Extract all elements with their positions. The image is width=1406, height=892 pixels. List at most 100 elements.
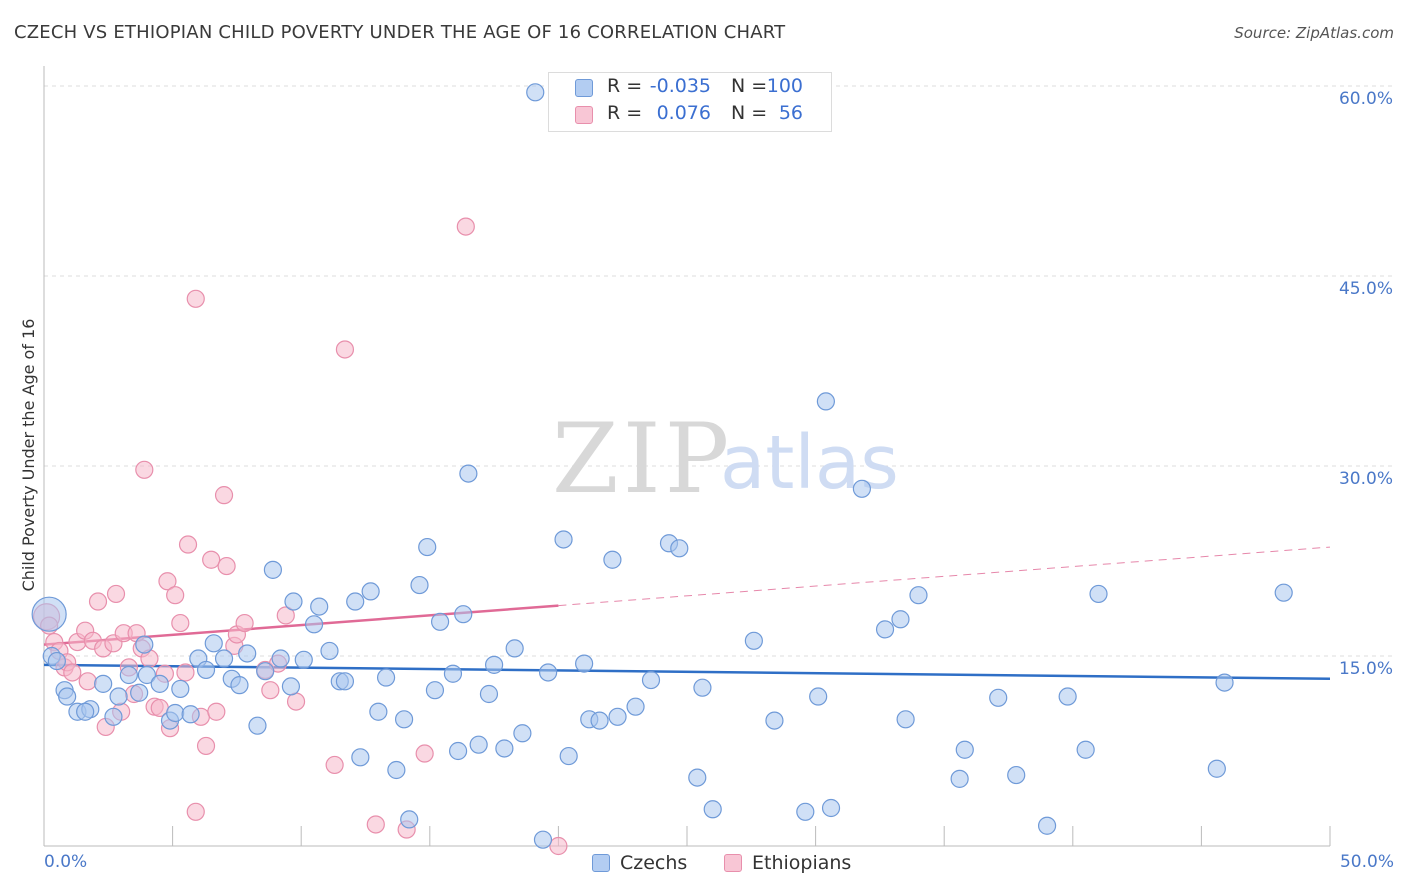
- czech-point: [670, 539, 689, 558]
- ethiopian-point: [78, 672, 97, 691]
- czech-point: [852, 479, 871, 498]
- ethiopian-n-value: 56: [778, 102, 803, 124]
- czech-point: [533, 830, 553, 849]
- czech-point: [796, 802, 815, 821]
- czech-point: [703, 800, 722, 819]
- czech-point: [1076, 740, 1095, 759]
- czech-point: [1037, 816, 1057, 835]
- ethiopian-point: [286, 692, 306, 711]
- ethiopian-point: [176, 663, 195, 682]
- czech-point: [263, 560, 283, 579]
- czech-point: [891, 610, 910, 629]
- ethiopian-point: [217, 556, 236, 576]
- czech-point: [171, 679, 190, 699]
- source-label: Source: ZipAtlas.com: [1234, 24, 1394, 42]
- czech-point: [448, 741, 468, 761]
- ethiopian-point: [186, 802, 205, 821]
- czech-point: [454, 605, 473, 624]
- y-axis-label: Child Poverty Under the Age of 16: [19, 319, 38, 592]
- ethiopian-point: [335, 340, 355, 359]
- ethiopian-point: [88, 592, 108, 611]
- czech-point: [104, 707, 123, 726]
- watermark-zip: ZIP: [552, 403, 733, 515]
- czech-point: [641, 670, 661, 690]
- czech-point: [816, 392, 835, 411]
- czech-point: [909, 586, 928, 605]
- czech-point: [626, 697, 645, 716]
- czech-point: [425, 681, 445, 700]
- czech-point: [809, 687, 828, 706]
- czech-point: [248, 716, 267, 735]
- czech-point: [281, 677, 301, 696]
- x-axis-min-label: 0.0%: [44, 852, 88, 872]
- ethiopian-point: [207, 702, 226, 721]
- czech-point: [109, 687, 128, 706]
- czech-point: [505, 639, 524, 658]
- legend-item-czechs[interactable]: Czechs: [592, 852, 687, 874]
- czech-point: [1089, 584, 1108, 604]
- ethiopian-n-label: N =: [731, 102, 768, 124]
- czech-point: [135, 635, 154, 654]
- czech-point: [744, 631, 763, 650]
- ethiopian-point: [171, 613, 190, 633]
- czech-n-value: 100: [766, 75, 803, 97]
- czech-point: [875, 620, 895, 639]
- ethiopian-point: [158, 572, 177, 591]
- czech-point: [294, 650, 313, 669]
- czech-point: [369, 702, 388, 721]
- czech-r-value: -0.035: [649, 75, 711, 97]
- czech-point: [376, 668, 396, 687]
- czech-point: [590, 711, 609, 730]
- czech-point: [688, 768, 707, 787]
- ethiopian-swatch-icon: [575, 106, 593, 124]
- ethiopian-r-label: R =: [607, 102, 643, 124]
- czech-point: [31, 596, 67, 632]
- czech-point: [166, 703, 185, 723]
- czech-point: [608, 707, 627, 726]
- ethiopian-point: [106, 584, 126, 604]
- czech-point: [410, 575, 429, 595]
- czech-point: [539, 663, 558, 682]
- czech-point: [989, 688, 1008, 707]
- czech-point: [214, 649, 234, 668]
- legend-item-ethiopians[interactable]: Ethiopians: [724, 852, 851, 874]
- czech-point: [400, 810, 419, 829]
- czech-point: [469, 735, 488, 754]
- czech-point: [554, 530, 573, 549]
- gridlines: [44, 85, 1394, 657]
- czech-point: [559, 746, 578, 766]
- ethiopian-point: [63, 663, 82, 682]
- czech-point: [320, 641, 339, 661]
- y-tick-label-30: 30.0%: [1339, 469, 1393, 489]
- czech-point: [896, 710, 915, 729]
- ethiopian-point: [214, 486, 234, 505]
- legend-row-czech: R = -0.035 N = 100: [549, 75, 831, 101]
- czech-point: [955, 740, 974, 759]
- czech-point: [181, 705, 200, 724]
- czech-point: [513, 724, 532, 743]
- czech-point: [238, 644, 257, 663]
- x-axis-max-label: 50.0%: [1339, 852, 1394, 872]
- czech-point: [1274, 583, 1293, 602]
- legend-row-ethiopian: R = 0.076 N = 56: [549, 102, 831, 128]
- czech-point: [765, 711, 784, 730]
- legend-label-ethiopians: Ethiopians: [752, 852, 852, 874]
- czech-point: [485, 655, 504, 674]
- ethiopian-point: [235, 613, 254, 633]
- legend-label-czechs: Czechs: [620, 852, 688, 874]
- czech-point: [47, 651, 66, 671]
- ethiopians-swatch-icon: [724, 854, 742, 872]
- czech-point: [443, 664, 463, 683]
- czech-point: [130, 683, 149, 702]
- czech-point: [394, 710, 414, 729]
- correlation-legend: R = -0.035 N = 100 R = 0.076 N = 56: [548, 72, 832, 132]
- czech-point: [204, 634, 223, 653]
- axes: [43, 66, 1331, 847]
- czech-point: [603, 550, 622, 569]
- czech-point: [693, 678, 712, 697]
- ethiopian-point: [366, 815, 385, 834]
- czech-point: [119, 665, 138, 685]
- czech-point: [1215, 673, 1234, 692]
- czech-point: [1058, 687, 1077, 706]
